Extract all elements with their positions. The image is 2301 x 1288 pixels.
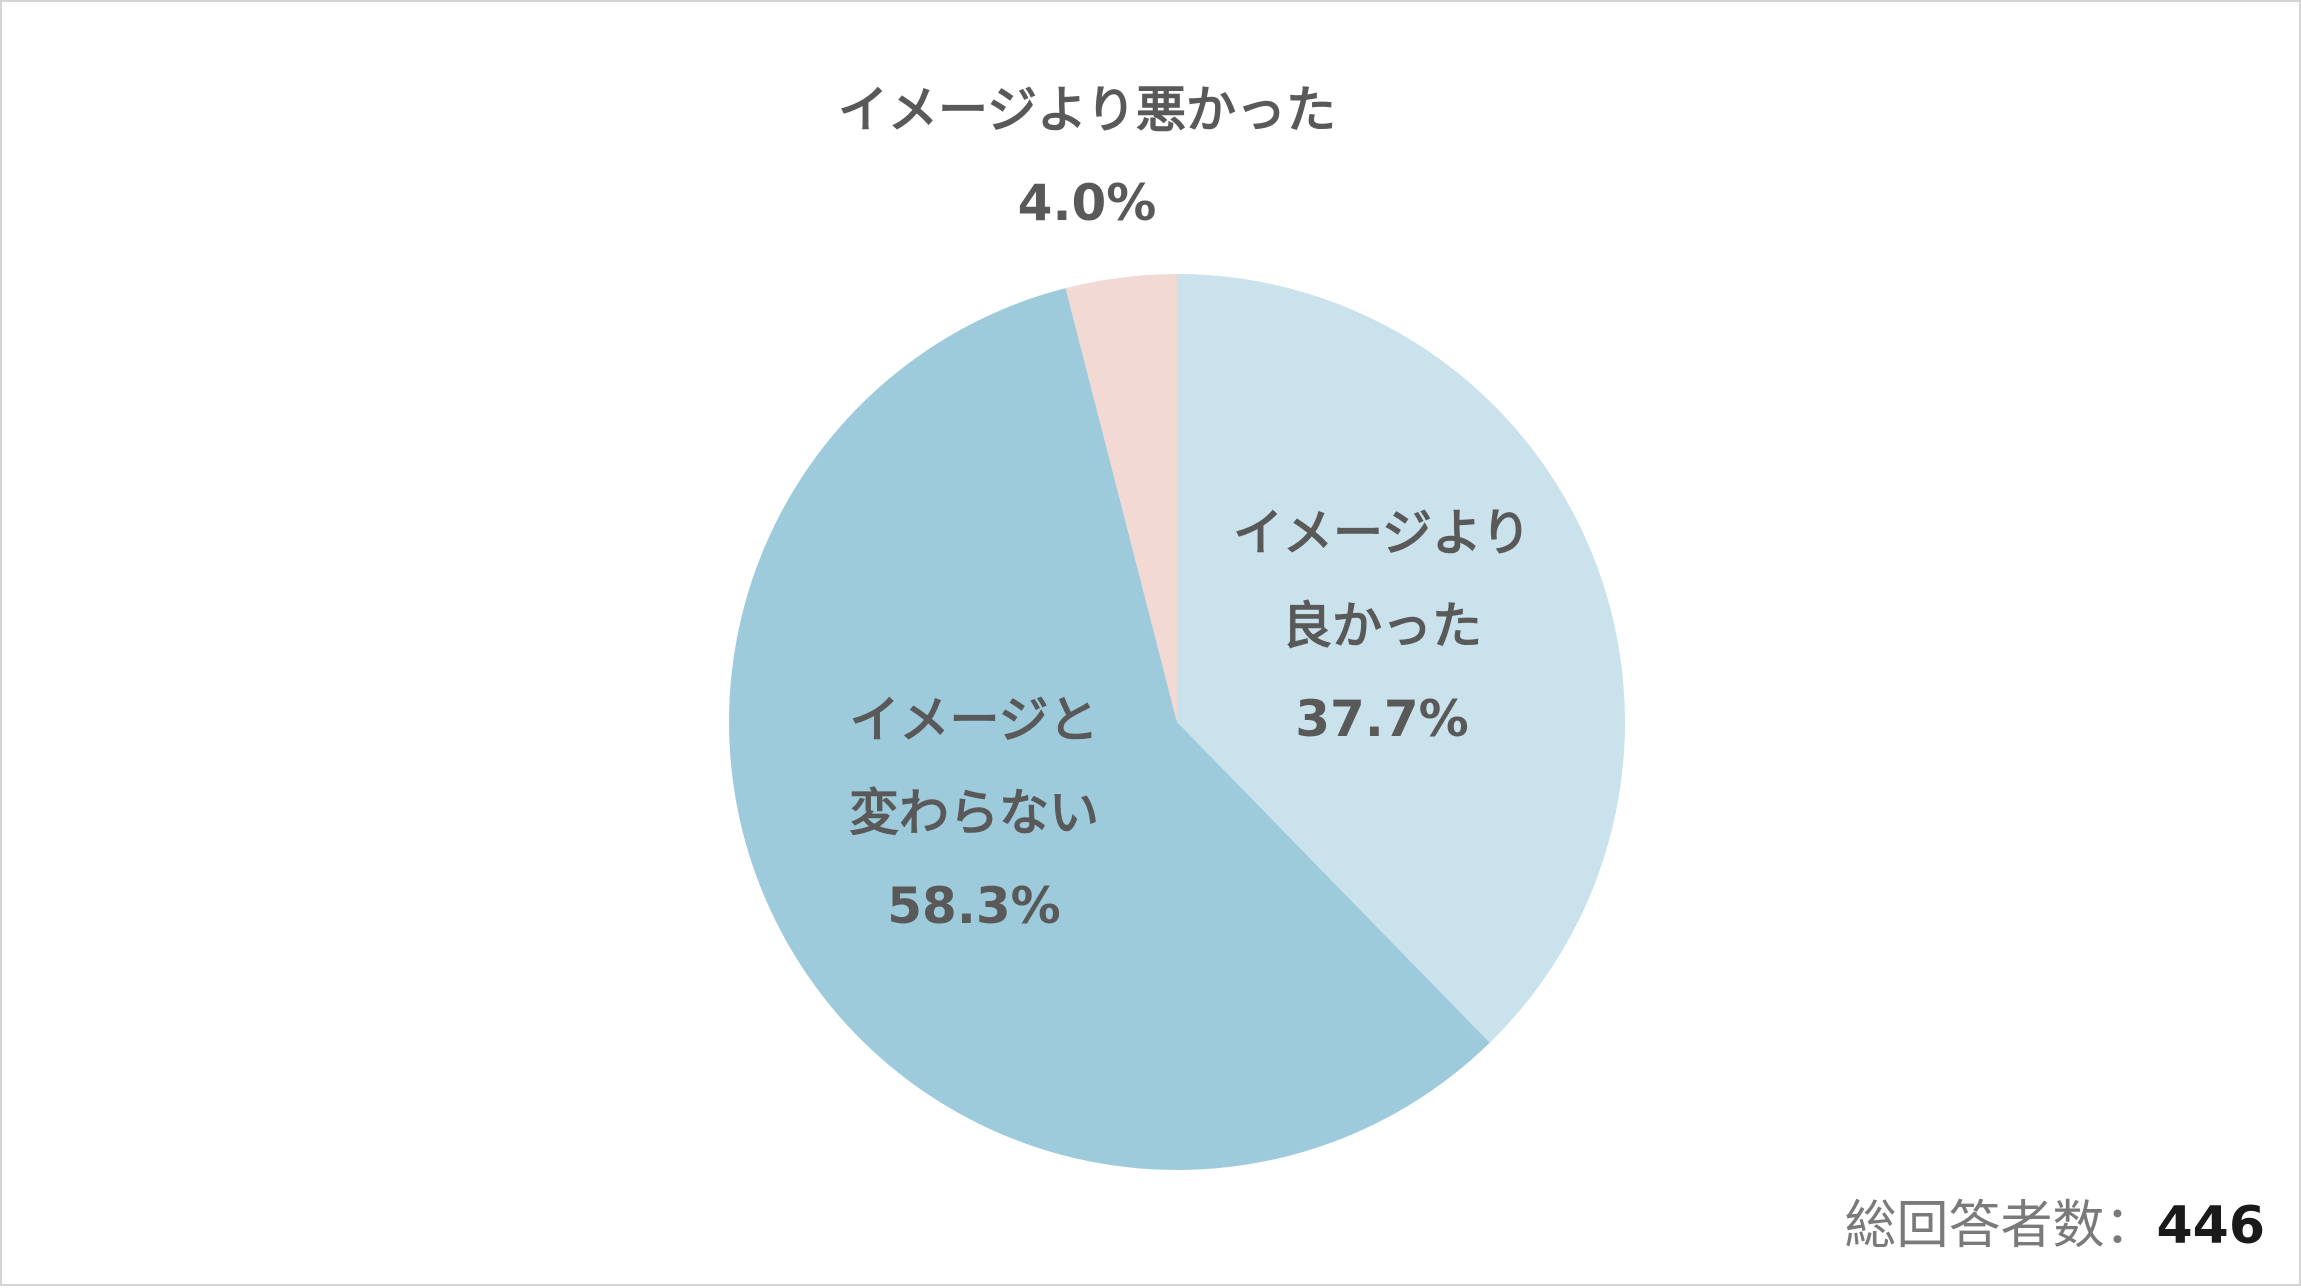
pie-slice-1 — [1177, 274, 1626, 1043]
pie-slice-3 — [1065, 274, 1177, 722]
slice-2-category-label: イメージと — [850, 691, 1099, 749]
total-respondents: 総回答者数：446 — [1844, 1196, 2265, 1256]
respondents-label: 総回答者数： — [1844, 1196, 2157, 1256]
slice-2-percent-label: 58.3% — [887, 877, 1060, 935]
slice-1-percent-label: 37.7% — [1295, 690, 1468, 748]
respondents-count: 446 — [2156, 1196, 2265, 1256]
pie-slice-2 — [729, 288, 1490, 1170]
slice-2-category-label: 変わらない — [849, 784, 1099, 842]
slice-1-category-label: イメージより — [1233, 504, 1531, 562]
slice-3-category-label: イメージより悪かった — [838, 81, 1336, 139]
slice-3-percent-label: 4.0% — [1018, 174, 1157, 232]
slice-1-category-label: 良かった — [1282, 597, 1482, 655]
